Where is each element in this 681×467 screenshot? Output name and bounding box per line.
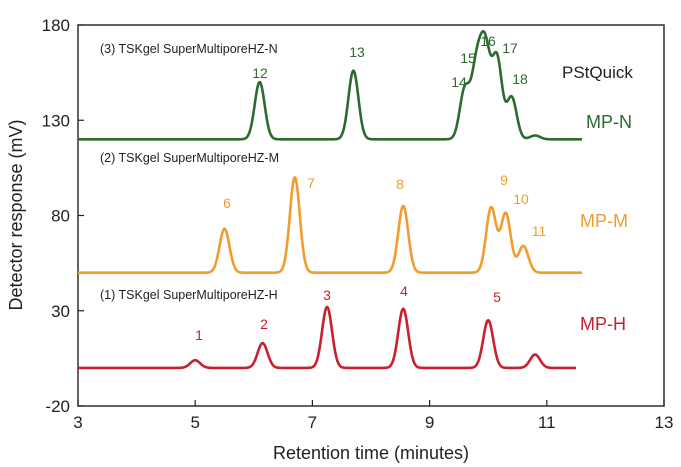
peak-label: 16	[480, 33, 496, 49]
y-axis-title: Detector response (mV)	[6, 119, 26, 310]
peak-label: 3	[323, 287, 331, 303]
trace-line	[76, 29, 583, 141]
x-tick-label: 11	[538, 413, 556, 432]
x-tick-label: 9	[425, 413, 434, 432]
x-tick-label: 13	[655, 413, 674, 432]
peak-label: 14	[451, 74, 467, 90]
y-tick-label: 30	[51, 302, 70, 321]
peak-label: 13	[349, 44, 365, 60]
chromatogram-traces	[76, 29, 583, 370]
y-tick-label: 130	[42, 111, 70, 130]
trace-title: (2) TSKgel SuperMultiporeHZ-M	[100, 151, 279, 165]
peak-label: 9	[500, 172, 508, 188]
peak-label: 17	[502, 40, 518, 56]
chart-labels: (3) TSKgel SuperMultiporeHZ-NMP-N1213141…	[100, 33, 632, 343]
peak-label: 7	[307, 175, 315, 191]
column-label: MP-H	[580, 314, 626, 334]
peak-label: 5	[493, 289, 501, 305]
peak-label: 4	[400, 283, 408, 299]
pstquick-annotation: PStQuick	[562, 63, 633, 82]
y-tick-label: -20	[45, 397, 70, 416]
y-tick-label: 180	[42, 16, 70, 35]
x-tick-label: 5	[190, 413, 199, 432]
x-axis-title: Retention time (minutes)	[273, 443, 469, 463]
peak-label: 18	[512, 71, 528, 87]
x-tick-label: 7	[308, 413, 317, 432]
peak-label: 12	[252, 65, 268, 81]
peak-label: 1	[195, 327, 203, 343]
peak-label: 2	[260, 316, 268, 332]
peak-label: 8	[396, 176, 404, 192]
plot-frame	[77, 24, 665, 407]
trace-title: (3) TSKgel SuperMultiporeHZ-N	[100, 42, 278, 56]
peak-label: 10	[513, 191, 529, 207]
peak-label: 11	[532, 223, 547, 239]
column-label: MP-N	[586, 112, 632, 132]
y-tick-label: 80	[51, 207, 70, 226]
trace-title: (1) TSKgel SuperMultiporeHZ-H	[100, 288, 278, 302]
x-tick-label: 3	[73, 413, 82, 432]
trace-line	[76, 305, 578, 370]
trace-line	[76, 176, 583, 274]
peak-label: 6	[223, 195, 231, 211]
column-label: MP-M	[580, 211, 628, 231]
peak-label: 15	[460, 50, 476, 66]
